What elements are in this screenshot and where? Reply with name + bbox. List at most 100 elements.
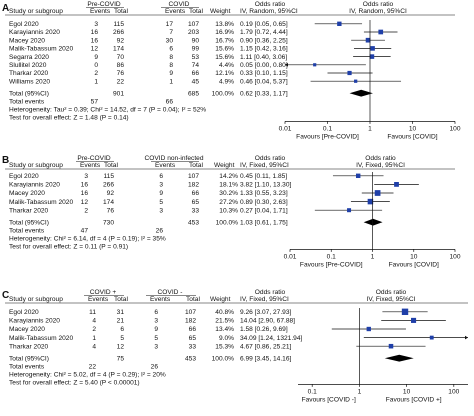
group1-header: COVID +: [90, 289, 117, 296]
events-group1: 9: [94, 54, 98, 61]
study-weight: 13.8%: [215, 21, 234, 28]
favours-left-label: Favours [Pre-COVID]: [300, 261, 363, 268]
study-name: Macey 2020: [9, 190, 45, 197]
overall-effect-test: Test for overall effect: Z = 1.48 (P = 0…: [9, 114, 129, 121]
column-header-total: Total: [114, 296, 128, 303]
study-odds-ratio-ci: 34.09 [1.24, 1321.94]: [240, 335, 302, 342]
total-sum-group1: 901: [113, 90, 124, 97]
study-weight: 27.2%: [219, 199, 238, 206]
total-group2: 66: [192, 190, 200, 197]
column-header-total: Total: [114, 8, 128, 15]
events-group1: 16: [81, 190, 89, 197]
total-group2: 107: [188, 21, 199, 28]
study-point-estimate: [355, 173, 361, 179]
study-point-estimate: [370, 46, 375, 51]
events-group1: 2: [94, 70, 98, 77]
total-events-group2: 66: [166, 98, 174, 105]
total-events-label: Total events: [9, 98, 45, 105]
x-axis-tick-label: 100: [448, 388, 459, 395]
events-group1: 4: [92, 343, 96, 350]
events-group1: 16: [91, 29, 99, 36]
column-header-study: Study or subgroup: [9, 162, 63, 169]
events-group1: 2: [92, 326, 96, 333]
study-point-estimate: [394, 182, 399, 187]
events-group2: 30: [166, 37, 174, 44]
pooled-diamond: [384, 354, 414, 362]
study-point-estimate: [347, 70, 352, 76]
study-name: Slullitel 2020: [9, 62, 47, 69]
total-group1: 174: [103, 199, 114, 206]
study-weight: 13.4%: [215, 326, 234, 333]
heterogeneity-stat: Heterogeneity: Tau² = 0.39; Chi² = 14.52…: [9, 106, 206, 113]
total-group2: 33: [189, 343, 197, 350]
x-axis-tick-label: 100: [449, 253, 460, 260]
ci-arrow-left: [285, 63, 288, 67]
study-odds-ratio-ci: 4.67 [0.86, 25.21]: [240, 343, 291, 350]
study-name: Macey 2020: [9, 37, 45, 44]
plot-header-method: IV, Fixed, 95%CI: [356, 162, 405, 169]
column-header-odds-ratio: Odds ratio: [255, 155, 286, 162]
total-group2: 65: [189, 335, 197, 342]
study-odds-ratio-ci: 14.04 [2.90, 67.88]: [240, 318, 295, 325]
column-header-total: Total: [189, 8, 203, 15]
total-events-group1: 22: [89, 363, 97, 370]
column-header-method: IV, Fixed, 95%CI: [240, 162, 289, 169]
study-point-estimate: [367, 198, 374, 205]
events-group2: 7: [169, 29, 173, 36]
total-events-group1: 57: [91, 98, 99, 105]
study-weight: 18.1%: [219, 182, 238, 189]
study-name: Karayiannis 2020: [9, 29, 60, 36]
events-group2: 1: [169, 78, 173, 85]
study-weight: 21.5%: [215, 318, 234, 325]
column-header-weight: Weight: [210, 296, 231, 303]
study-point-estimate: [411, 317, 417, 323]
total-group2: 182: [185, 318, 196, 325]
plot-header-method: IV, Fixed, 95%CI: [367, 296, 416, 303]
favours-right-label: Favours [COVID]: [387, 133, 437, 140]
x-axis-tick-label: 0.01: [279, 125, 292, 132]
events-group2: 3: [159, 182, 163, 189]
study-weight: 16.9%: [215, 29, 234, 36]
x-axis-tick-label: 1: [358, 388, 362, 395]
column-header-total: Total: [104, 162, 118, 169]
events-group1: 16: [91, 37, 99, 44]
total-group2: 107: [185, 309, 196, 316]
total-sum-group1: 75: [117, 355, 125, 362]
study-weight: 15.6%: [215, 54, 234, 61]
x-axis-tick-label: 10: [410, 253, 418, 260]
column-header-events: Events: [80, 162, 101, 169]
total-group2: 90: [192, 37, 200, 44]
total-events-group2: 26: [156, 227, 164, 234]
total-odds-ratio-ci: 6.99 [3.45, 14.16]: [240, 355, 291, 362]
favours-right-label: Favours [COVID +]: [386, 396, 442, 403]
total-group2: 74: [192, 62, 200, 69]
column-header-events: Events: [88, 296, 109, 303]
column-header-events: Events: [150, 296, 171, 303]
plot-header-odds-ratio: Odds ratio: [365, 155, 396, 162]
total-events-label: Total events: [9, 227, 45, 234]
events-group2: 17: [166, 21, 174, 28]
study-odds-ratio-ci: 1.11 [0.40, 3.06]: [240, 54, 287, 61]
column-header-odds-ratio: Odds ratio: [255, 289, 286, 296]
overall-effect-test: Test for overall effect: Z = 5.40 (P < 0…: [9, 379, 140, 386]
total-group1: 86: [117, 62, 125, 69]
study-odds-ratio-ci: 0.33 [0.10, 1.15]: [240, 70, 288, 77]
events-group2: 6: [159, 173, 163, 180]
events-group1: 4: [92, 318, 96, 325]
study-point-estimate: [365, 37, 371, 43]
study-weight: 12.1%: [215, 70, 234, 77]
total-group1: 266: [103, 182, 114, 189]
favours-right-label: Favours [COVID]: [389, 261, 439, 268]
events-group1: 2: [84, 207, 88, 214]
study-odds-ratio-ci: 1.33 [0.55, 3.23]: [240, 190, 288, 197]
study-odds-ratio-ci: 0.27 [0.04, 1.71]: [240, 207, 288, 214]
events-group2: 6: [169, 46, 173, 53]
study-point-estimate: [313, 63, 317, 67]
total-group1: 115: [103, 173, 114, 180]
study-odds-ratio-ci: 1.79 [0.72, 4.44]: [240, 29, 288, 36]
total-group2: 99: [192, 46, 200, 53]
total-label: Total (95%CI): [9, 90, 49, 97]
study-name: Segarra 2020: [9, 54, 49, 61]
heterogeneity-stat: Heterogeneity: Chi² = 5.02, df = 4 (P = …: [9, 371, 166, 378]
